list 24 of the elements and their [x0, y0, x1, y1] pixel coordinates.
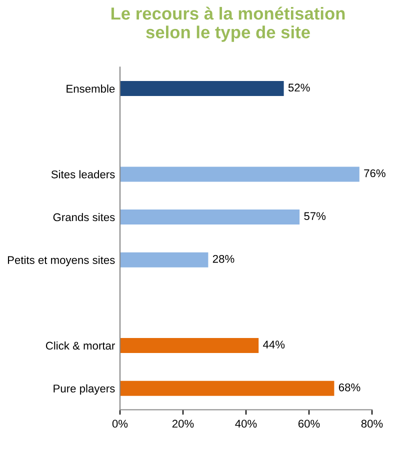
x-tick-label: 80%: [361, 420, 383, 428]
bar: [120, 81, 284, 96]
y-tick-label: Petits et moyens sites: [8, 256, 115, 266]
data-label: 28%: [212, 254, 234, 263]
bar: [120, 166, 360, 182]
y-tick-label: Grands sites: [53, 213, 115, 222]
bar: [120, 210, 300, 225]
bar: [120, 252, 208, 268]
data-label: 44%: [263, 340, 285, 348]
data-label: 76%: [364, 169, 386, 178]
bar: [120, 338, 259, 354]
data-label: 68%: [338, 383, 360, 392]
data-label: 57%: [304, 212, 326, 220]
x-tick-label: 20%: [172, 420, 194, 428]
y-tick-label: Ensemble: [66, 84, 115, 93]
data-label: 52%: [288, 84, 310, 92]
y-tick-label: Sites leaders: [51, 170, 115, 178]
bar: [120, 380, 334, 396]
x-tick-label: 40%: [235, 420, 257, 428]
y-tick-label: Click & mortar: [46, 341, 115, 350]
y-tick-label: Pure players: [54, 384, 115, 395]
chart-title: Le recours à la monétisation selon le type de site: [111, 6, 345, 42]
x-tick-label: 60%: [298, 420, 320, 428]
x-tick-label: 0%: [112, 420, 128, 428]
